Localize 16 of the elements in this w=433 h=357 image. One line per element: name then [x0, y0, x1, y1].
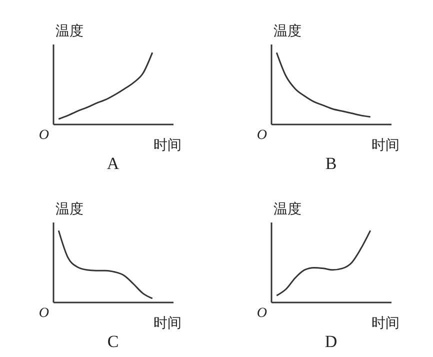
text: O: [38, 306, 49, 321]
x-axis-title: 时间: [154, 138, 182, 154]
y-axis-title: 温度: [274, 24, 302, 40]
y-axis-title: 温度: [274, 202, 302, 218]
x-axis-title: 时间: [154, 316, 182, 332]
x-axis-title: 时间: [372, 138, 400, 154]
text: A: [106, 154, 120, 173]
text: D: [324, 332, 338, 351]
text: C: [107, 332, 119, 351]
y-axis-title: 温度: [56, 202, 84, 218]
x-axis-title: 时间: [372, 316, 400, 332]
text: O: [256, 128, 267, 143]
y-axis-title: 温度: [56, 24, 84, 40]
text: O: [256, 306, 267, 321]
text: O: [38, 128, 49, 143]
text: B: [325, 154, 337, 173]
